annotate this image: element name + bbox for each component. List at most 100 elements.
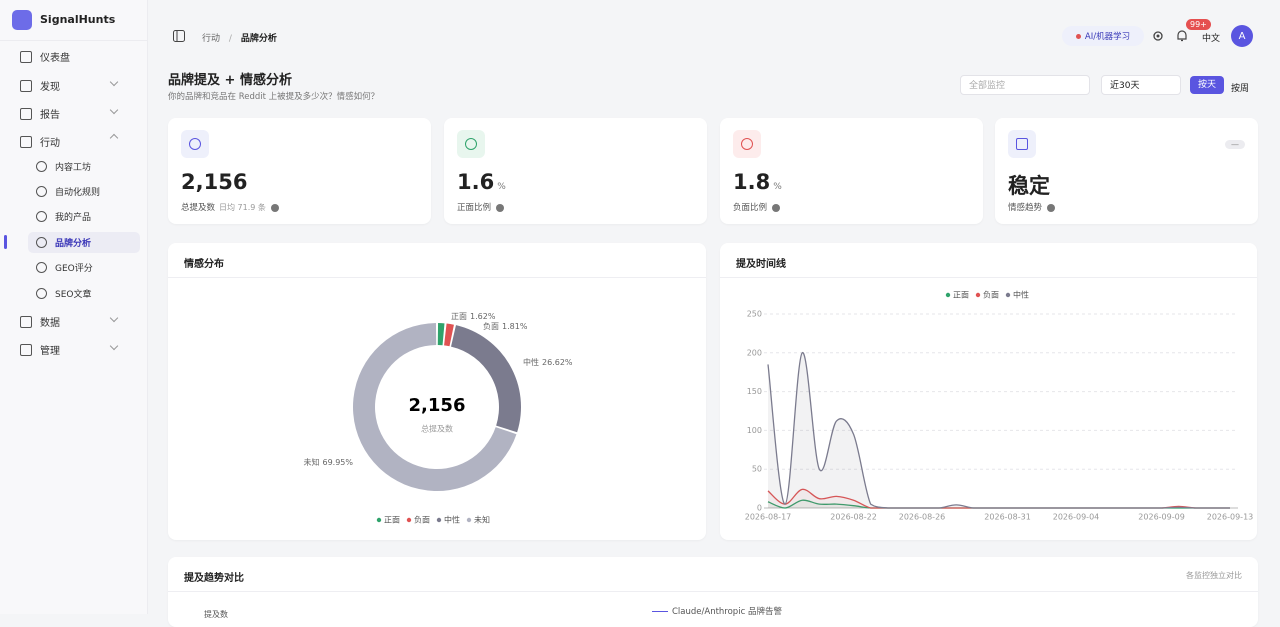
stat-label-text: 正面比例 bbox=[457, 203, 492, 213]
stat-card: 2,156 总提及数 日均 71.9 条 bbox=[168, 118, 431, 224]
crumb: 品牌分析 bbox=[240, 34, 277, 44]
pie-label-value: 1.62% bbox=[470, 312, 496, 321]
card-title: 情感分布 bbox=[184, 259, 224, 270]
pie-label-category: 负面 bbox=[483, 321, 499, 331]
stat-unit: % bbox=[497, 182, 506, 192]
granularity-button[interactable]: 按天 bbox=[1190, 76, 1224, 94]
pie-label-value: 69.95% bbox=[322, 458, 353, 467]
nav-icon bbox=[20, 79, 32, 92]
nav-item[interactable]: 发现 bbox=[20, 78, 60, 93]
nav-item[interactable]: 仪表盘 bbox=[20, 49, 70, 64]
legend-swatch bbox=[436, 517, 442, 523]
y-tick-label: 200 bbox=[747, 348, 762, 357]
stat-unit: % bbox=[773, 182, 782, 192]
center-label: 总提及数 bbox=[421, 424, 453, 434]
stat-value: 2,156 bbox=[181, 170, 247, 194]
pie-slice bbox=[451, 325, 521, 433]
icon-glyph bbox=[189, 138, 201, 150]
bell-icon[interactable] bbox=[1176, 29, 1188, 42]
stat-number: 1.8 bbox=[733, 170, 771, 194]
stat-icon bbox=[457, 130, 485, 158]
x-tick-label: 2026-08-26 bbox=[899, 513, 946, 522]
nav-subitem[interactable]: SEO文章 bbox=[36, 287, 91, 300]
settings-icon[interactable] bbox=[1152, 30, 1164, 42]
x-tick-label: 2026-08-17 bbox=[745, 513, 792, 522]
crumb[interactable]: 行动 bbox=[202, 34, 221, 44]
pie-slice bbox=[444, 323, 454, 347]
pie-label: 中性 26.62% bbox=[523, 357, 573, 367]
stat-number: 稳定 bbox=[1008, 174, 1050, 198]
stat-card: 1.6% 正面比例 bbox=[444, 118, 707, 224]
nav-item[interactable]: 管理 bbox=[20, 342, 60, 357]
icon-glyph bbox=[1016, 138, 1028, 150]
nav-icon bbox=[36, 288, 47, 299]
stat-value: 稳定 bbox=[1008, 170, 1050, 200]
help-icon[interactable] bbox=[1047, 203, 1056, 212]
nav-subitem[interactable]: 自动化规则 bbox=[36, 185, 100, 198]
nav-subitem[interactable]: GEO评分 bbox=[36, 261, 93, 274]
nav-icon bbox=[20, 50, 32, 63]
y-tick-label: 0 bbox=[757, 504, 762, 513]
help-icon[interactable] bbox=[772, 203, 781, 212]
nav-label: 管理 bbox=[40, 346, 60, 357]
stat-label: 情感趋势 bbox=[1008, 201, 1056, 213]
stat-icon bbox=[733, 130, 761, 158]
nav-icon bbox=[20, 135, 32, 148]
language[interactable]: 中文 bbox=[1202, 34, 1221, 44]
nav-icon bbox=[36, 262, 47, 273]
stat-label-text: 总提及数 bbox=[181, 203, 216, 213]
monitor-select[interactable]: 全部监控 bbox=[960, 75, 1090, 95]
nav-icon bbox=[36, 161, 47, 172]
nav-label: 发现 bbox=[40, 82, 60, 93]
y-tick-label: 150 bbox=[747, 387, 762, 396]
legend-swatch bbox=[945, 292, 951, 298]
legend-swatch bbox=[1005, 292, 1011, 298]
stat-value: 1.6% bbox=[457, 170, 506, 194]
nav-item[interactable]: 数据 bbox=[20, 314, 60, 329]
page-title: 品牌提及 + 情感分析 bbox=[168, 73, 292, 88]
help-icon[interactable] bbox=[496, 203, 505, 212]
icon-glyph bbox=[741, 138, 753, 150]
nav-item[interactable]: 报告 bbox=[20, 106, 60, 121]
active-indicator bbox=[4, 235, 7, 249]
stat-card: 稳定 情感趋势 — bbox=[995, 118, 1258, 224]
series-area bbox=[768, 489, 1230, 508]
legend-item[interactable]: Claude/Anthropic 品牌告警 bbox=[652, 605, 782, 617]
legend-swatch bbox=[975, 292, 981, 298]
stat-label: 负面比例 bbox=[733, 201, 781, 213]
icon-glyph bbox=[465, 138, 477, 150]
nav-subitem[interactable]: 品牌分析 bbox=[36, 236, 91, 249]
pie-label: 负面 1.81% bbox=[483, 321, 528, 331]
y-tick-label: 100 bbox=[747, 426, 762, 435]
pie-label: 正面 1.62% bbox=[451, 312, 496, 321]
legend-label: 未知 bbox=[474, 515, 490, 525]
legend-label: 中性 bbox=[1013, 290, 1029, 300]
nav-label: GEO评分 bbox=[55, 264, 93, 274]
range-select[interactable]: 近30天 bbox=[1101, 75, 1181, 95]
avatar[interactable]: A bbox=[1231, 25, 1253, 47]
legend-label: Claude/Anthropic 品牌告警 bbox=[672, 607, 782, 617]
page-subtitle: 你的品牌和竞品在 Reddit 上被提及多少次？情感如何？ bbox=[168, 92, 380, 102]
nav-label: 数据 bbox=[40, 318, 60, 329]
series-area bbox=[768, 352, 1230, 508]
nav-label: 内容工坊 bbox=[55, 163, 92, 173]
chip[interactable]: AI/机器学习 bbox=[1062, 26, 1144, 46]
granularity-button[interactable]: 按周 bbox=[1231, 84, 1250, 94]
stat-card: 1.8% 负面比例 bbox=[720, 118, 983, 224]
stat-label: 总提及数 日均 71.9 条 bbox=[181, 201, 279, 213]
card-title: 提及时间线 bbox=[736, 259, 786, 270]
x-tick-label: 2026-09-09 bbox=[1138, 513, 1185, 522]
pie-label-value: 1.81% bbox=[502, 322, 528, 331]
center-value: 2,156 bbox=[409, 395, 466, 416]
nav-icon bbox=[36, 237, 47, 248]
collapse-icon[interactable] bbox=[173, 30, 185, 42]
nav-subitem[interactable]: 我的产品 bbox=[36, 210, 91, 223]
nav-subitem[interactable]: 内容工坊 bbox=[36, 160, 91, 173]
legend-label: 中性 bbox=[444, 515, 460, 525]
help-icon[interactable] bbox=[270, 203, 279, 212]
nav-item[interactable]: 行动 bbox=[20, 134, 60, 149]
pie-label-value: 26.62% bbox=[542, 358, 573, 367]
nav-label: 我的产品 bbox=[55, 213, 92, 223]
nav-label: 品牌分析 bbox=[55, 239, 92, 249]
